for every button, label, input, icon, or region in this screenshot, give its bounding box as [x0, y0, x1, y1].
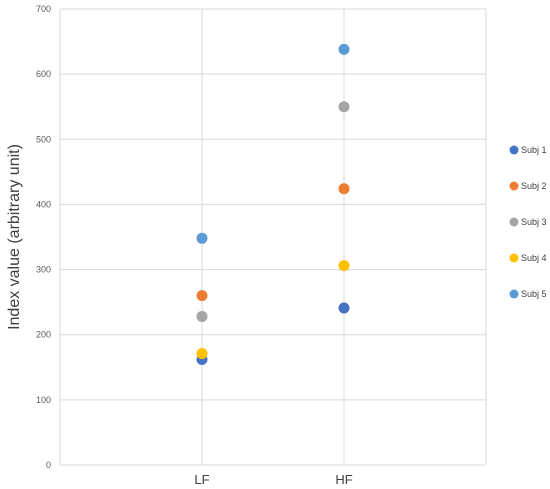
legend-label: Subj 4 — [521, 253, 547, 263]
data-point — [338, 183, 350, 195]
data-point — [338, 302, 350, 314]
legend-label: Subj 1 — [521, 145, 547, 155]
x-category-label: HF — [335, 472, 352, 487]
data-point — [196, 348, 208, 360]
legend-marker — [509, 289, 519, 299]
data-point — [196, 290, 208, 302]
y-tick-label: 600 — [36, 69, 51, 79]
data-point — [338, 101, 350, 113]
legend-label: Subj 3 — [521, 217, 547, 227]
legend-label: Subj 2 — [521, 181, 547, 191]
y-tick-label: 700 — [36, 4, 51, 14]
legend-marker — [509, 217, 519, 227]
y-tick-label: 400 — [36, 199, 51, 209]
y-tick-label: 0 — [46, 460, 51, 470]
legend-marker — [509, 253, 519, 263]
legend-marker — [509, 145, 519, 155]
x-category-labels: LF HF — [194, 472, 352, 487]
y-tick-label: 100 — [36, 395, 51, 405]
y-tick-label: 300 — [36, 265, 51, 275]
legend-marker — [509, 181, 519, 191]
legend-label: Subj 5 — [521, 289, 547, 299]
data-point — [338, 43, 350, 55]
data-point — [196, 310, 208, 322]
x-category-label: LF — [194, 472, 209, 487]
data-point — [196, 232, 208, 244]
grid-lines — [59, 8, 487, 466]
legend: Subj 1 Subj 2 Subj 3 Subj 4 Subj 5 — [509, 145, 547, 299]
y-tick-labels: 0 100 200 300 400 500 600 700 — [36, 4, 51, 470]
y-tick-label: 500 — [36, 134, 51, 144]
y-tick-label: 200 — [36, 330, 51, 340]
data-point — [338, 260, 350, 272]
data-points — [196, 43, 350, 365]
y-axis-title: Index value (arbitrary unit) — [6, 144, 23, 330]
